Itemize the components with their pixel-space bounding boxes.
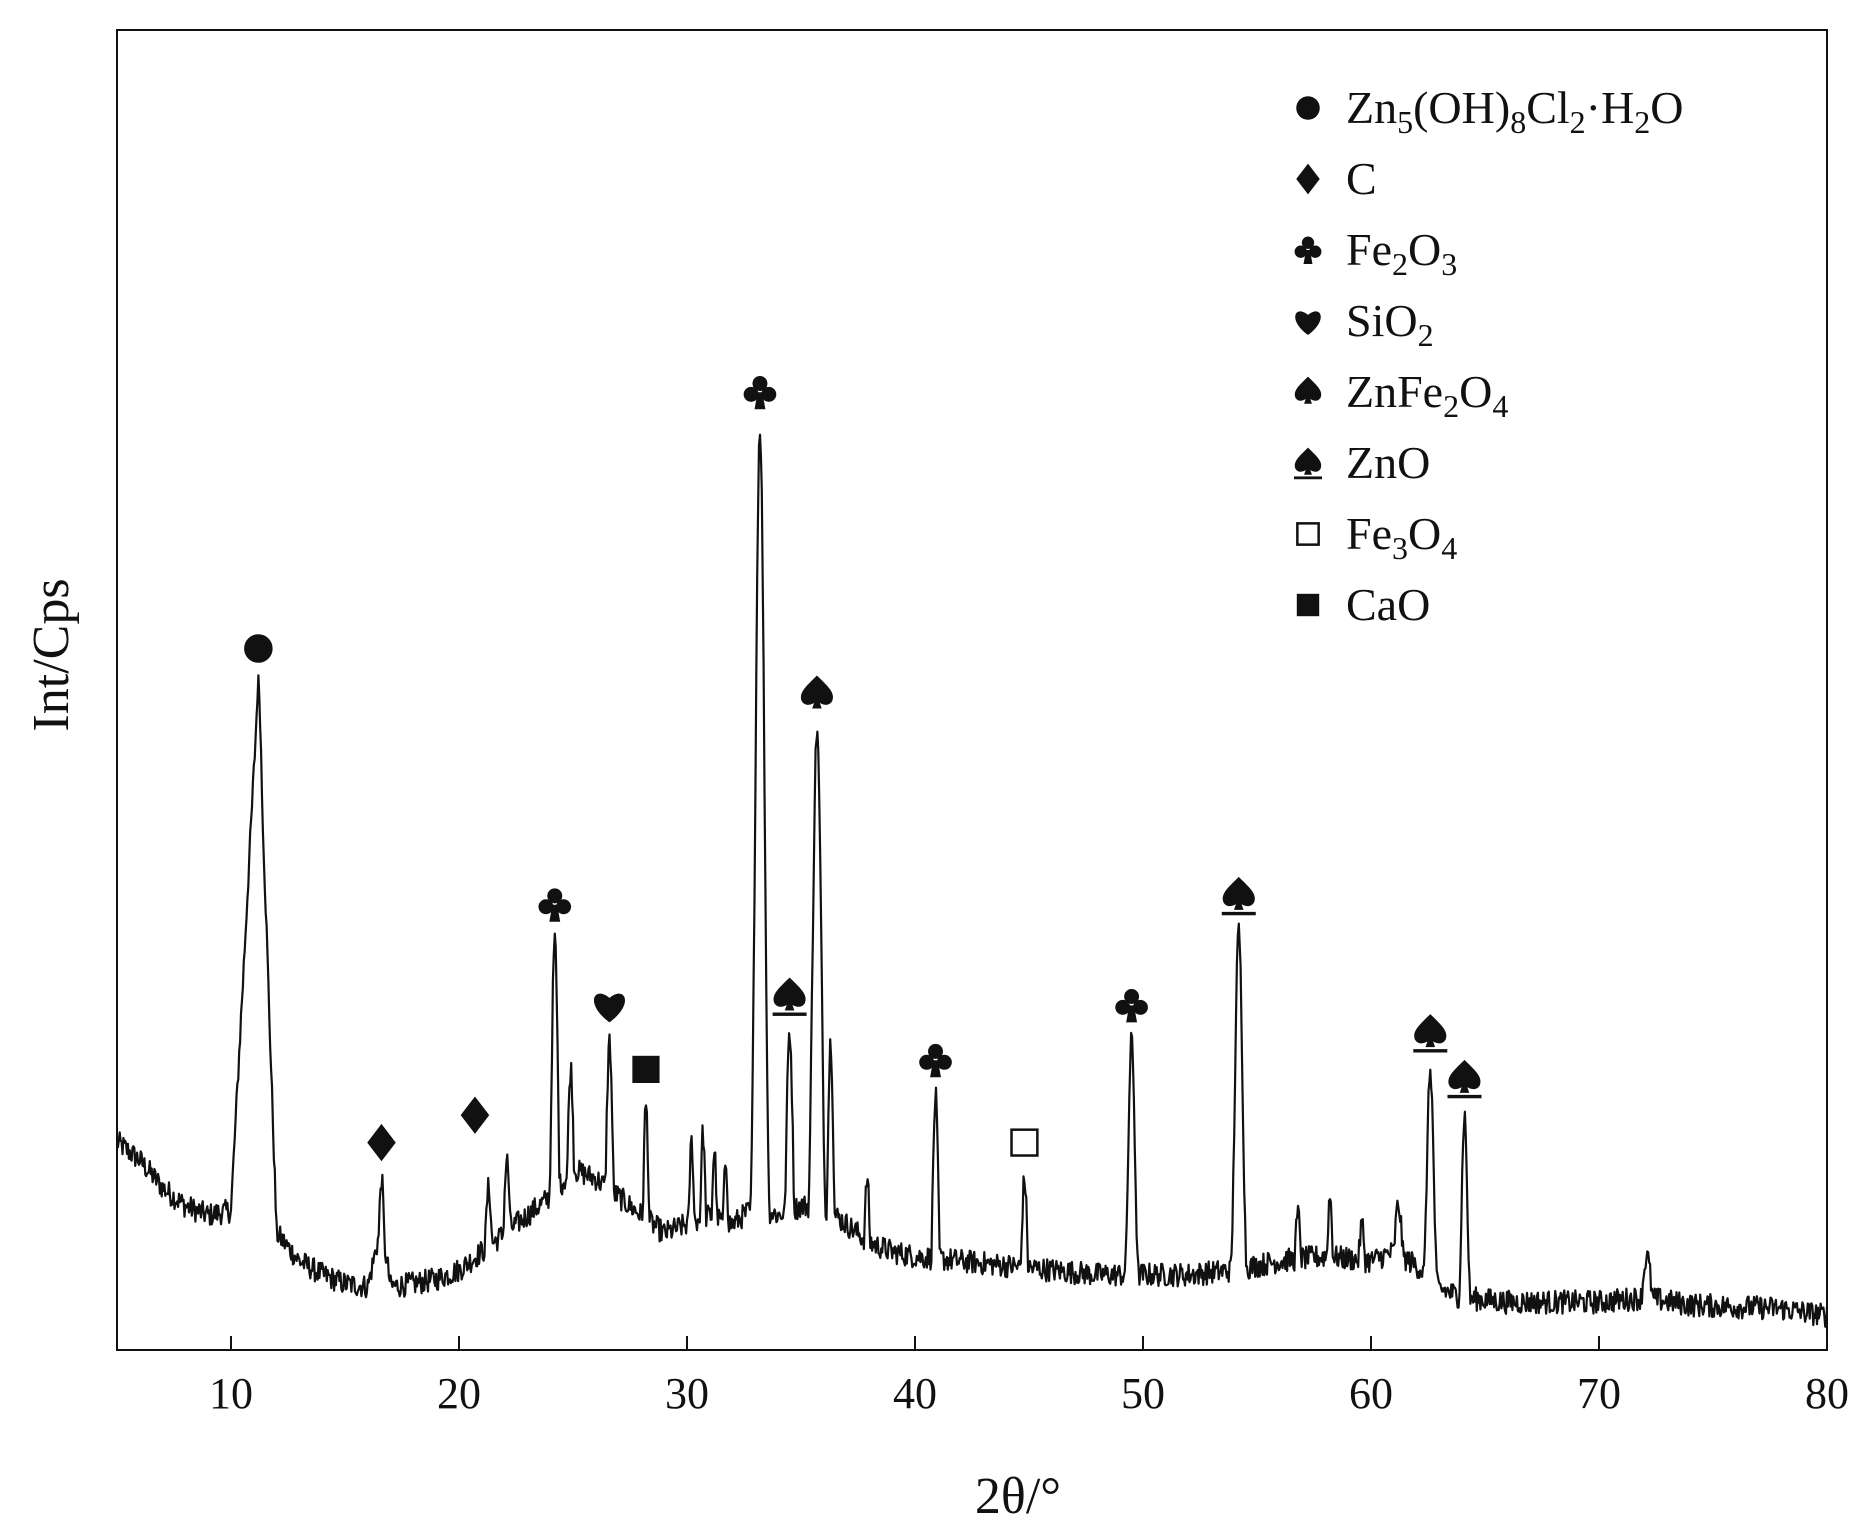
peak-marker-spade-bar xyxy=(1221,876,1256,916)
x-axis-ticks: 10 20 30 40 50 60 70 80 xyxy=(209,1336,1849,1418)
legend-label: SiO2 xyxy=(1346,295,1434,353)
peak-marker-diamond xyxy=(460,1096,490,1134)
legend-label: ZnFe2O4 xyxy=(1346,366,1508,424)
legend-item-circle: Zn5(OH)8Cl2·H2O xyxy=(1296,82,1683,140)
peak-marker-circle xyxy=(244,634,273,663)
x-tick-label-70: 70 xyxy=(1577,1369,1621,1418)
legend-item-spade-bar: ZnO xyxy=(1294,437,1430,488)
xrd-pattern-line xyxy=(115,433,1829,1329)
open-square-icon xyxy=(1296,522,1320,546)
legend-label: C xyxy=(1346,153,1377,204)
legend-label: CaO xyxy=(1346,579,1430,630)
peak-marker-club xyxy=(743,375,777,410)
club-icon xyxy=(1294,236,1322,264)
legend-label: Fe2O3 xyxy=(1346,224,1457,282)
legend-label: Zn5(OH)8Cl2·H2O xyxy=(1346,82,1683,140)
legend-label: ZnO xyxy=(1346,437,1430,488)
peak-marker-spade-bar xyxy=(1447,1059,1482,1099)
spade-icon xyxy=(1294,376,1322,404)
legend-item-filled-square: CaO xyxy=(1296,579,1430,630)
legend-item-diamond: C xyxy=(1296,153,1377,204)
legend-item-spade: ZnFe2O4 xyxy=(1294,366,1508,424)
legend-item-heart: SiO2 xyxy=(1295,295,1434,353)
x-tick-label-20: 20 xyxy=(437,1369,481,1418)
peak-marker-spade-bar xyxy=(772,977,807,1016)
x-tick-label-80: 80 xyxy=(1805,1369,1849,1418)
plot-frame xyxy=(116,29,1828,1351)
x-tick-label-40: 40 xyxy=(893,1369,937,1418)
peak-marker-diamond xyxy=(367,1123,396,1162)
legend-item-open-square: Fe3O4 xyxy=(1296,508,1457,566)
x-tick-label-10: 10 xyxy=(209,1369,253,1418)
peak-marker-filled-square xyxy=(632,1055,660,1083)
peak-marker-club xyxy=(538,888,572,922)
peak-marker-spade xyxy=(800,675,834,709)
peak-marker-open-square xyxy=(1010,1128,1039,1157)
peak-marker-heart xyxy=(593,993,626,1023)
diamond-icon xyxy=(1296,163,1320,195)
x-tick-label-50: 50 xyxy=(1121,1369,1165,1418)
peak-markers xyxy=(244,375,1482,1162)
y-axis-label: Int/Cps xyxy=(23,578,80,731)
x-tick-label-60: 60 xyxy=(1349,1369,1393,1418)
peak-marker-club xyxy=(919,1043,952,1078)
legend: Zn5(OH)8Cl2·H2O C Fe2O3 SiO2 ZnFe2O4 ZnO Fe3O4… xyxy=(1294,82,1683,630)
peak-marker-club xyxy=(1115,989,1148,1023)
heart-icon xyxy=(1295,311,1321,335)
x-tick-label-30: 30 xyxy=(665,1369,709,1418)
legend-label: Fe3O4 xyxy=(1346,508,1457,566)
legend-item-club: Fe2O3 xyxy=(1294,224,1457,282)
filled-square-icon xyxy=(1296,593,1320,617)
x-axis-label: 2θ/° xyxy=(975,1468,1061,1525)
circle-icon xyxy=(1296,96,1320,120)
peak-marker-spade-bar xyxy=(1413,1014,1448,1053)
spade-bar-icon xyxy=(1294,447,1322,480)
